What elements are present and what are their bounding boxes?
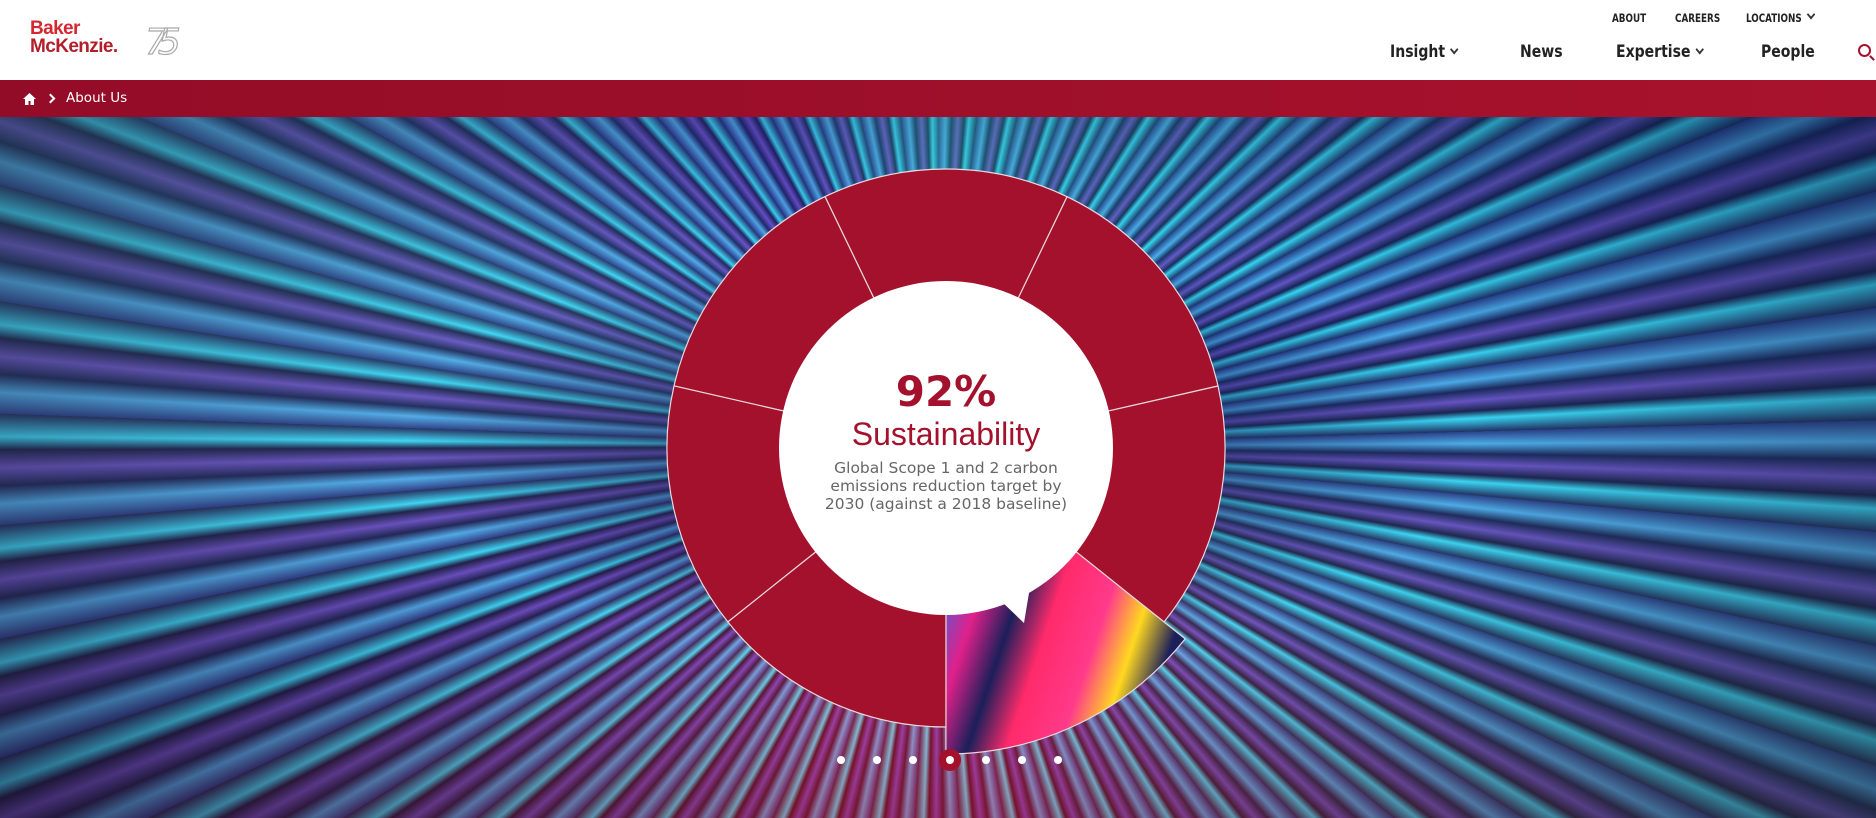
carousel-dot[interactable]	[1054, 756, 1062, 764]
chevron-down-icon	[1806, 9, 1815, 20]
insight-label: Insight	[1390, 42, 1446, 61]
carousel-dot[interactable]	[982, 756, 990, 764]
nav-expertise[interactable]: Expertise	[1616, 42, 1704, 61]
nav-people[interactable]: People	[1761, 42, 1815, 61]
center-circle	[779, 281, 1113, 615]
hero-carousel: 92% Sustainability Global Scope 1 and 2 …	[0, 117, 1876, 818]
search-icon[interactable]	[1858, 44, 1871, 57]
carousel-dot[interactable]	[837, 756, 845, 764]
breadcrumb	[0, 80, 1876, 117]
site-header: Baker McKenzie. 75 ABOUT CAREERS LOCATIO…	[0, 0, 1876, 80]
top-nav-about[interactable]: ABOUT	[1612, 11, 1647, 25]
top-nav-careers[interactable]: CAREERS	[1675, 11, 1721, 25]
breadcrumb-current: About Us	[66, 90, 128, 106]
home-icon[interactable]	[23, 93, 36, 105]
logo-line1: Baker	[30, 18, 80, 39]
carousel-dot[interactable]	[939, 749, 961, 771]
locations-label: LOCATIONS	[1746, 11, 1802, 25]
speech-pointer	[1000, 587, 1030, 623]
slide-title: Sustainability	[851, 416, 1041, 452]
carousel-dot[interactable]	[873, 756, 881, 764]
nav-news[interactable]: News	[1520, 42, 1563, 61]
carousel-dot[interactable]	[1018, 756, 1026, 764]
anniversary-75-logo: 75	[144, 21, 181, 63]
chevron-down-icon	[1449, 44, 1459, 55]
baker-mckenzie-logo[interactable]: Baker McKenzie.	[30, 18, 118, 57]
chevron-down-icon	[1695, 44, 1704, 55]
slide-content: 92% Sustainability Global Scope 1 and 2 …	[779, 281, 1113, 615]
expertise-label: Expertise	[1616, 42, 1691, 61]
logo-line2: McKenzie.	[30, 36, 118, 57]
nav-insight[interactable]: Insight	[1390, 42, 1459, 61]
slide-value: 92%	[895, 367, 997, 416]
slide-description: Global Scope 1 and 2 carbon emissions re…	[824, 459, 1068, 513]
carousel-dot[interactable]	[909, 756, 917, 764]
top-nav-locations[interactable]: LOCATIONS	[1746, 9, 1815, 25]
sustainability-donut	[666, 168, 1226, 755]
